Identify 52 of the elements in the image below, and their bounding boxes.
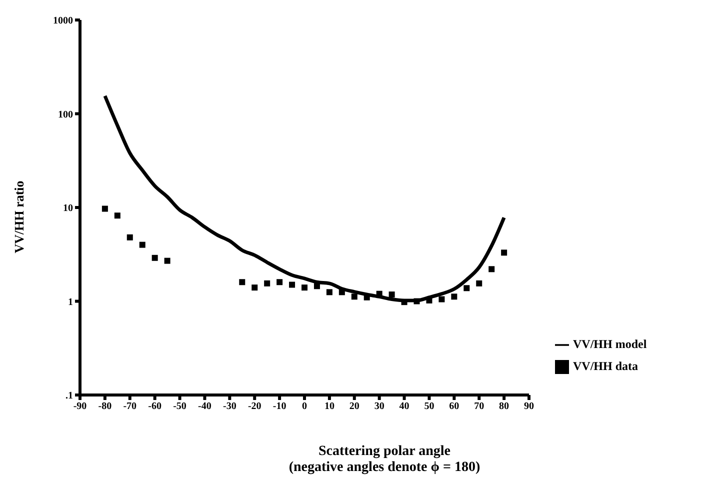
legend-label: VV/HH model (573, 337, 647, 351)
x-tick-label: 0 (302, 401, 307, 412)
point (414, 298, 420, 304)
point (501, 250, 508, 256)
point (289, 282, 296, 288)
point (276, 279, 283, 286)
x-tick-label: -40 (198, 401, 212, 412)
point (139, 242, 146, 248)
x-tick-label: -70 (123, 401, 137, 412)
point (114, 212, 120, 219)
x-tick-label: -20 (248, 401, 262, 412)
point (388, 292, 395, 298)
x-tick-label: 10 (324, 401, 334, 412)
x-tick-label: 60 (449, 401, 460, 412)
legend-label: VV/HH data (573, 359, 638, 373)
x-tick-label: -10 (272, 401, 286, 412)
x-tick-label: -60 (148, 401, 162, 412)
point (314, 283, 320, 290)
x-tick-label: 90 (524, 401, 534, 412)
point (488, 266, 495, 272)
y-tick-label: 1000 (53, 16, 73, 27)
x-tick-label: 80 (499, 401, 510, 412)
point (264, 280, 270, 286)
point (351, 294, 358, 300)
y-tick-label: 1 (68, 296, 73, 308)
x-axis-title: Scattering polar angle (negative angles denote ϕ = 180) (288, 444, 482, 476)
point (302, 284, 308, 291)
point (102, 206, 108, 212)
point (438, 296, 445, 302)
x-tick-label: 40 (399, 401, 410, 412)
point (326, 289, 332, 296)
y-tick-label: .1 (66, 390, 73, 402)
point (476, 280, 482, 286)
x-tick-label: 30 (374, 401, 384, 412)
x-tick-label: -30 (222, 401, 236, 412)
x-tick-label: 70 (474, 401, 484, 412)
y-tick-label: 100 (58, 109, 73, 120)
y-axis-title: VV/HH ratio (11, 180, 27, 253)
x-tick-label: 50 (424, 401, 434, 412)
point (152, 254, 158, 261)
x-tick-label: -80 (98, 401, 112, 412)
point (164, 258, 170, 264)
x-tick-label: -50 (173, 401, 186, 412)
point (252, 284, 258, 291)
point (464, 285, 470, 292)
point (451, 294, 458, 300)
point (338, 289, 345, 296)
point (239, 279, 246, 286)
x-tick-label: -90 (73, 401, 87, 412)
y-tick-label: 10 (63, 203, 73, 214)
point (126, 234, 133, 240)
x-tick-label: 20 (349, 401, 360, 412)
